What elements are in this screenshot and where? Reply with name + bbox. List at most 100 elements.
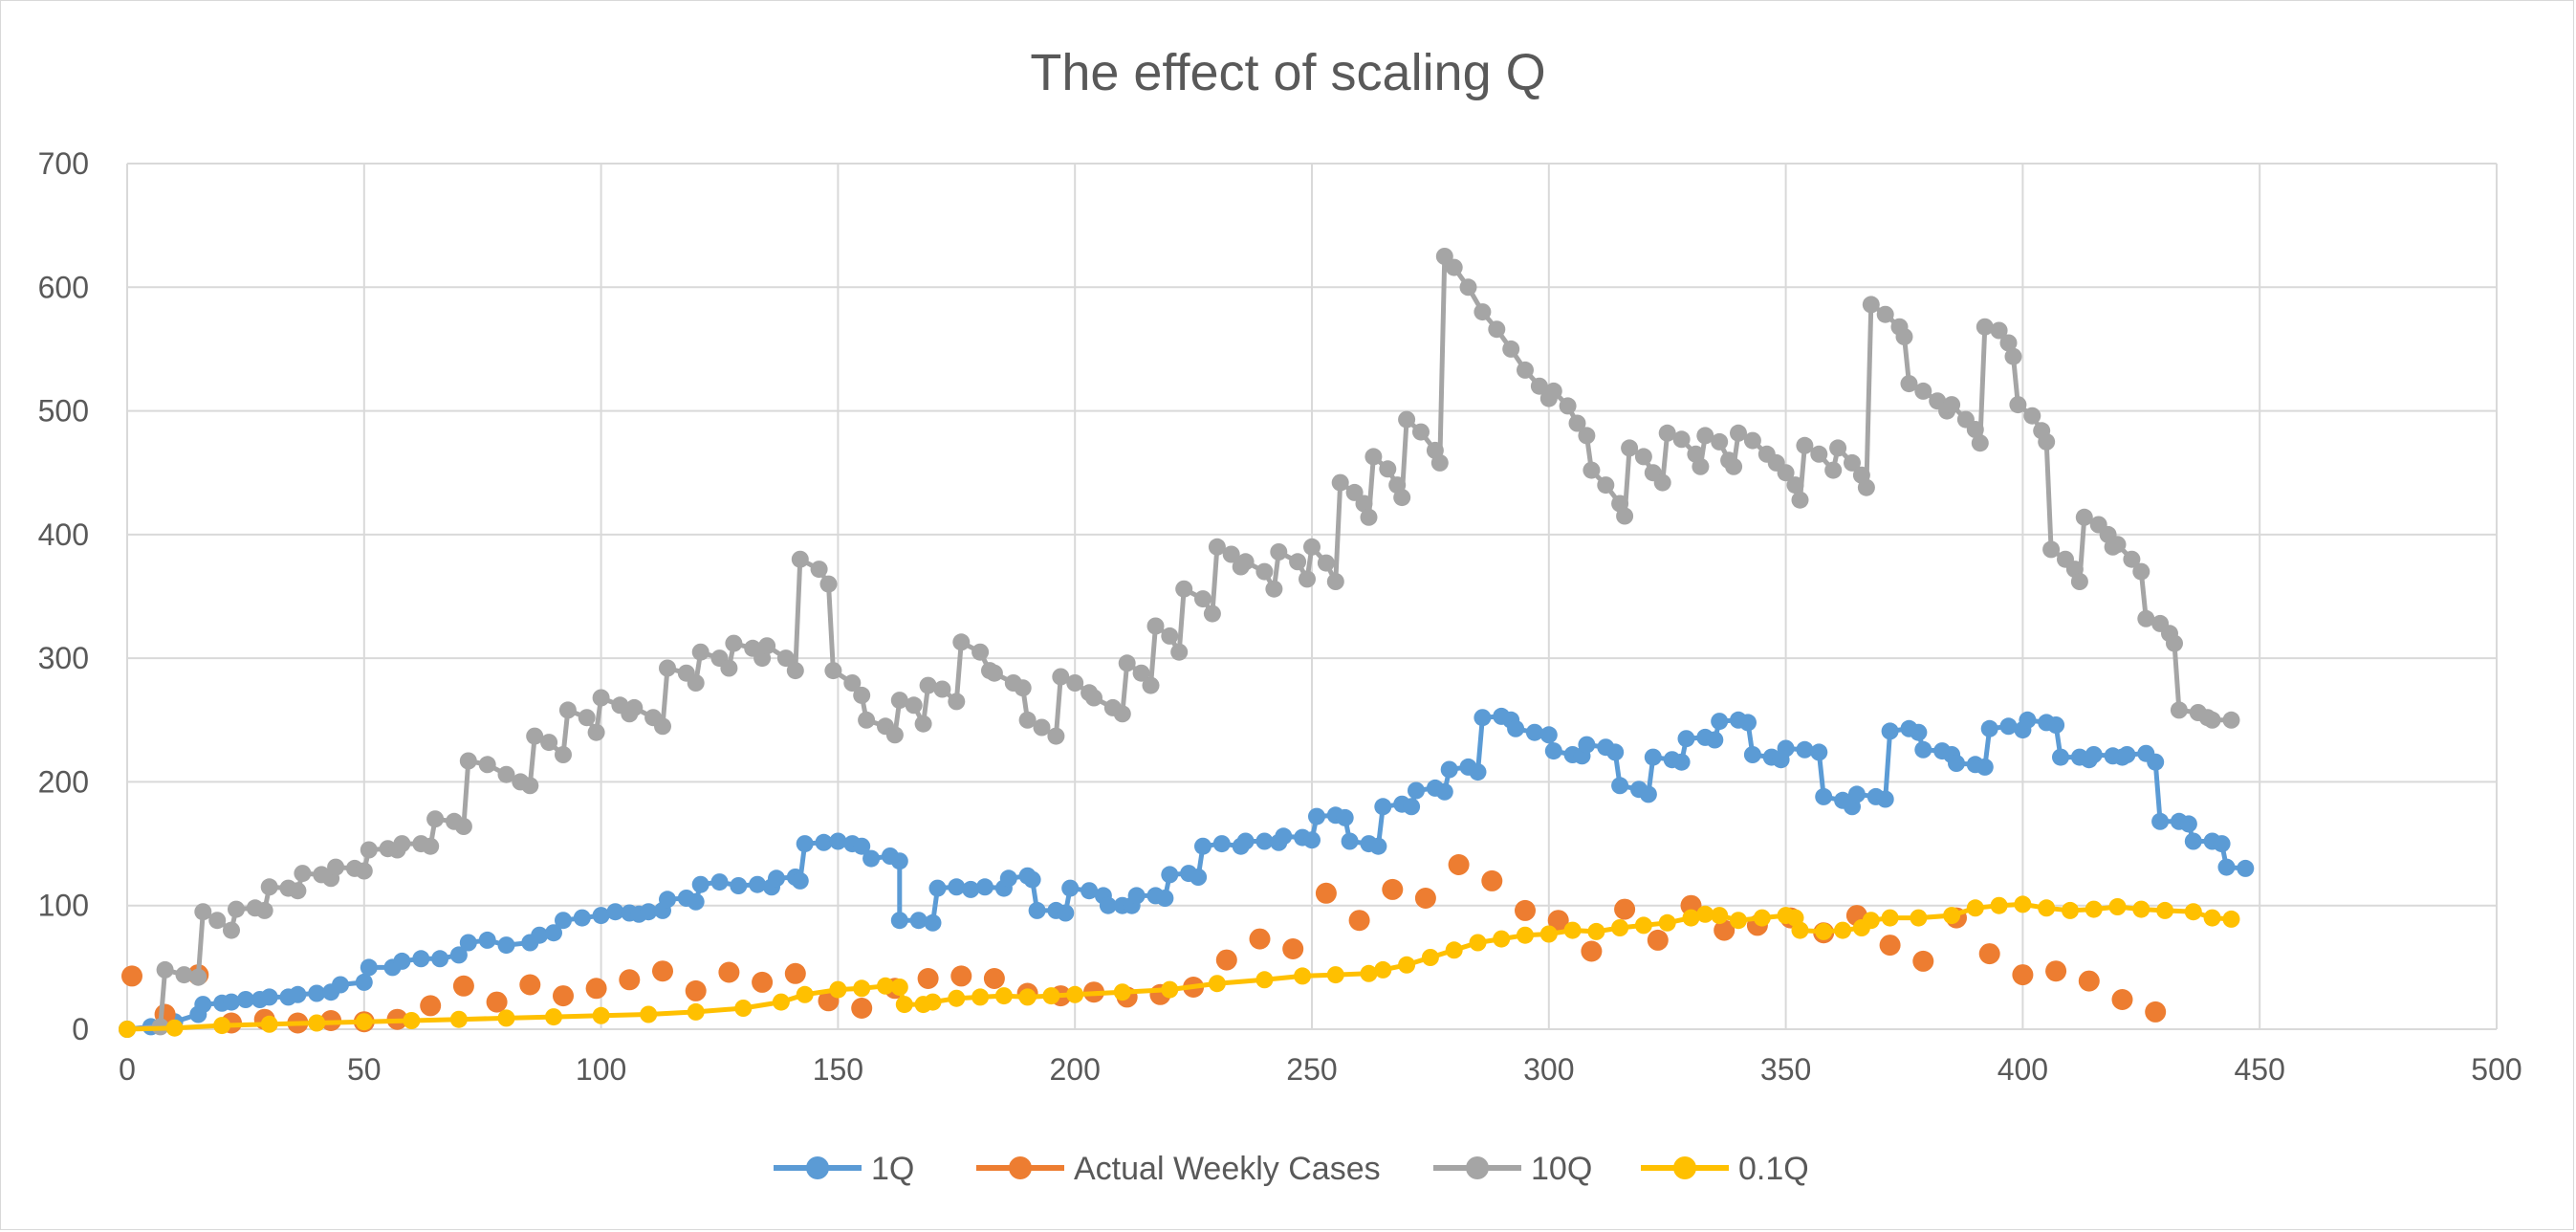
data-point bbox=[2203, 909, 2221, 927]
data-point bbox=[545, 924, 562, 942]
data-point bbox=[890, 692, 908, 710]
data-point bbox=[1692, 457, 1710, 475]
data-point bbox=[332, 976, 349, 994]
data-point bbox=[1517, 926, 1534, 944]
data-point bbox=[1052, 668, 1070, 686]
data-point bbox=[890, 979, 908, 996]
data-point bbox=[121, 965, 142, 987]
data-point bbox=[175, 966, 193, 984]
data-point bbox=[971, 988, 990, 1006]
data-point bbox=[1658, 913, 1676, 932]
data-point bbox=[1639, 785, 1657, 803]
data-point bbox=[772, 993, 790, 1011]
data-point bbox=[585, 978, 607, 1000]
data-point bbox=[819, 575, 838, 593]
data-point bbox=[486, 991, 508, 1013]
data-point bbox=[1786, 476, 1804, 495]
data-point bbox=[1879, 935, 1901, 957]
data-point bbox=[1647, 929, 1669, 951]
x-tick-label: 350 bbox=[1760, 1052, 1811, 1087]
data-point bbox=[422, 837, 440, 855]
data-point bbox=[1634, 448, 1652, 466]
data-point bbox=[1303, 538, 1321, 556]
data-point bbox=[2062, 901, 2079, 919]
data-point bbox=[1488, 320, 1506, 339]
data-point bbox=[924, 993, 942, 1011]
data-point bbox=[2156, 901, 2174, 919]
data-point bbox=[2132, 900, 2150, 918]
legend-item: 0.1Q bbox=[1641, 1151, 1809, 1187]
data-point bbox=[890, 852, 908, 870]
data-point bbox=[1379, 460, 1397, 478]
data-point bbox=[1881, 722, 1899, 740]
data-point bbox=[2217, 858, 2236, 876]
data-point bbox=[1156, 890, 1174, 907]
data-point bbox=[1440, 760, 1458, 779]
series-1q bbox=[119, 707, 2255, 1038]
legend-marker bbox=[1009, 1156, 1032, 1179]
data-point bbox=[1725, 457, 1743, 475]
data-point bbox=[555, 912, 572, 930]
data-point bbox=[555, 746, 572, 763]
data-point bbox=[289, 882, 307, 900]
data-point bbox=[1317, 554, 1335, 572]
x-tick-label: 250 bbox=[1286, 1052, 1337, 1087]
x-tick-label: 400 bbox=[1997, 1052, 2048, 1087]
data-point bbox=[1469, 763, 1487, 781]
data-point bbox=[652, 960, 673, 982]
data-point bbox=[1023, 870, 1041, 889]
data-point bbox=[1881, 909, 1899, 927]
data-point bbox=[1299, 570, 1316, 588]
legend-item: 10Q bbox=[1433, 1151, 1592, 1187]
data-point bbox=[710, 873, 729, 891]
data-point bbox=[1568, 414, 1586, 432]
data-point bbox=[497, 765, 515, 783]
data-point bbox=[1999, 334, 2018, 352]
data-point bbox=[592, 1006, 610, 1024]
data-point bbox=[1507, 719, 1525, 737]
data-point bbox=[640, 903, 658, 921]
data-point bbox=[1978, 943, 2000, 965]
data-point bbox=[2151, 812, 2170, 830]
data-point bbox=[1517, 361, 1534, 379]
data-point bbox=[1127, 887, 1146, 905]
data-point bbox=[1326, 573, 1344, 590]
data-point bbox=[1161, 866, 1179, 884]
data-point bbox=[640, 1005, 658, 1023]
data-point bbox=[1711, 907, 1729, 925]
data-point bbox=[1255, 832, 1274, 850]
data-point bbox=[478, 931, 496, 949]
data-point bbox=[1739, 714, 1757, 732]
data-point bbox=[360, 841, 378, 859]
data-point bbox=[2145, 1001, 2167, 1023]
data-point bbox=[948, 878, 966, 896]
data-point bbox=[1644, 748, 1662, 766]
data-point bbox=[994, 987, 1013, 1005]
data-point bbox=[948, 989, 966, 1007]
data-point bbox=[1412, 423, 1430, 441]
data-point bbox=[824, 662, 842, 680]
data-point bbox=[459, 752, 477, 770]
data-point bbox=[1753, 909, 1771, 927]
data-point bbox=[1236, 553, 1255, 571]
data-point bbox=[810, 561, 828, 579]
data-point bbox=[1597, 476, 1615, 495]
x-tick-label: 450 bbox=[2235, 1052, 2285, 1087]
data-point bbox=[784, 962, 806, 984]
data-point bbox=[1914, 740, 1932, 759]
data-point bbox=[1971, 434, 1989, 452]
legend-label: 10Q bbox=[1531, 1151, 1592, 1187]
data-point bbox=[1876, 790, 1894, 808]
data-point bbox=[1544, 382, 1562, 400]
data-point bbox=[1791, 491, 1809, 509]
data-point bbox=[2147, 753, 2165, 771]
data-point bbox=[189, 968, 207, 986]
data-point bbox=[1730, 912, 1747, 930]
data-point bbox=[829, 980, 847, 999]
data-point bbox=[1142, 676, 1160, 694]
series-line bbox=[126, 901, 2232, 1032]
data-point bbox=[294, 865, 312, 883]
data-point bbox=[962, 880, 980, 898]
data-point bbox=[208, 912, 227, 930]
legend-label: 0.1Q bbox=[1738, 1151, 1809, 1187]
